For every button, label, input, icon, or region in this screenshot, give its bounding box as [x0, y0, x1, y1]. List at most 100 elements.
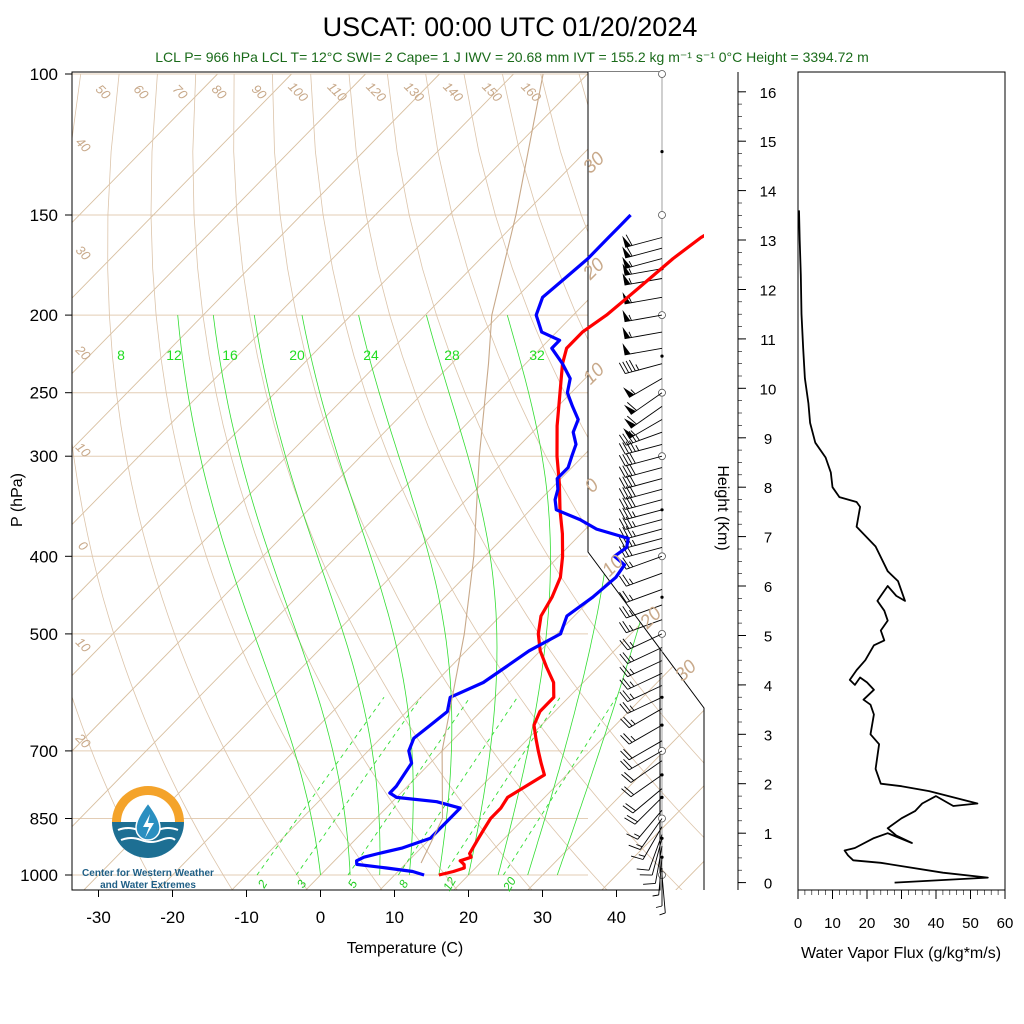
wind-barb: [619, 696, 663, 714]
moist-adiabat-label: 20: [289, 347, 305, 363]
wind-barb: [622, 234, 663, 248]
skewt-xtick-label: -20: [160, 908, 185, 927]
isotherm-line: [83, 256, 704, 890]
skewt-ytick-label: 250: [30, 384, 58, 403]
flux-ytick-label: 0: [764, 876, 772, 893]
flux-ytick-label: 2: [764, 777, 772, 794]
isotherm-line: [72, 73, 514, 526]
isotherm-line: [72, 73, 662, 677]
wind-barb: [624, 797, 663, 825]
wind-barb: [626, 809, 663, 840]
skewt-xtick-label: 30: [533, 908, 552, 927]
moist-adiabat-label: 28: [444, 347, 460, 363]
wind-barb: [636, 834, 663, 871]
skewt-xtick-label: 10: [385, 908, 404, 927]
wind-barb: [652, 857, 663, 897]
flux-ytick-label: 4: [764, 678, 772, 695]
flux-ytick-label: 10: [760, 381, 777, 398]
wind-barb-column: [618, 70, 666, 916]
moist-adiabat-line: [301, 315, 414, 876]
skewt-frame: [71, 71, 705, 891]
flux-xtick-label: 30: [893, 915, 910, 932]
skewt-xtick-label: 40: [607, 908, 626, 927]
wind-barb: [619, 619, 663, 634]
wind-barb: [618, 506, 663, 521]
wind-barb: [622, 256, 663, 269]
skewt-xlabel: Temperature (C): [347, 940, 463, 957]
moist-adiabat-line: [497, 314, 551, 876]
skewt-xtick-label: -30: [86, 908, 111, 927]
wind-barb: [621, 774, 663, 798]
flux-series: [798, 210, 989, 884]
wind-barb: [622, 343, 663, 356]
flux-ytick-label: 3: [764, 727, 772, 744]
moist-adiabat-line: [253, 315, 381, 876]
isotherm-line: [72, 73, 218, 224]
flux-ytick-label: 7: [764, 530, 772, 547]
mixing-ratio-label: 20: [500, 874, 519, 894]
wind-barb: [619, 672, 663, 690]
barb-dot: [660, 150, 664, 154]
skewt-ytick-label: 700: [30, 742, 58, 761]
wind-barb: [619, 660, 663, 678]
cw3e-logo: Center for Western Weather and Water Ext…: [82, 786, 214, 891]
temperature-profile-line: [438, 233, 704, 877]
isotherm-line: [305, 483, 704, 890]
skewt-ytick-label: 850: [30, 810, 58, 829]
moist-adiabat-label: 24: [363, 347, 379, 363]
dry-adiabat-line: [150, 73, 383, 890]
dry-adiabat-line: [72, 73, 233, 890]
flux-xtick-label: 20: [859, 915, 876, 932]
wind-barb: [620, 740, 663, 761]
mixing-ratio-line: [503, 697, 617, 876]
wind-barb: [622, 263, 663, 276]
mixing-ratio-line: [443, 697, 561, 876]
flux-xtick-label: 40: [928, 915, 945, 932]
flux-ytick-label: 16: [760, 85, 777, 102]
flux-ytick-label: 15: [760, 134, 777, 151]
skewt-series: [355, 73, 704, 877]
wind-barb: [618, 495, 663, 510]
wind-barb: [622, 309, 663, 323]
logo-line1: Center for Western Weather: [82, 868, 214, 879]
flux-ytick-label: 5: [764, 629, 772, 646]
wind-barb: [622, 273, 663, 286]
wind-barb: [618, 474, 663, 489]
wind-barb: [630, 826, 663, 860]
flux-ytick-label: 8: [764, 480, 772, 497]
skewt-xtick-label: 0: [316, 908, 325, 927]
wind-barb: [619, 604, 663, 619]
skewt-ylabel: P (hPa): [9, 473, 26, 527]
dry-adiabat-line: [107, 73, 308, 890]
flux-xtick-label: 10: [824, 915, 841, 932]
wind-barb: [619, 647, 663, 665]
flux-ytick-label: 13: [760, 233, 777, 250]
wind-barb: [619, 431, 663, 446]
cw3e-logo-mark: [112, 786, 184, 858]
wind-barb: [620, 724, 663, 745]
wind-barb: [639, 838, 663, 876]
wind-barb: [623, 378, 663, 398]
dry-adiabat-line: [272, 73, 608, 890]
flux-ytick-label: 9: [764, 431, 772, 448]
parcel-path-line: [420, 73, 544, 864]
sounding-info-line: LCL P= 966 hPa LCL T= 12°C SWI= 2 Cape= …: [155, 49, 869, 65]
wind-barb: [618, 516, 663, 530]
wind-barb: [655, 868, 663, 908]
wind-barb: [622, 245, 663, 259]
wind-barb: [618, 359, 663, 375]
dewpoint-profile-line: [355, 213, 632, 877]
moist-adiabat-label: 12: [166, 347, 182, 363]
isotherm-line: [72, 73, 588, 601]
wind-barb: [619, 685, 663, 703]
moist-adiabat-label: 16: [222, 347, 238, 363]
skewt-ytick-label: 300: [30, 447, 58, 466]
skewt-ytick-label: 400: [30, 547, 58, 566]
wind-barb: [619, 633, 663, 651]
wind-barb: [624, 406, 663, 429]
barb-dot: [660, 354, 664, 358]
isotherm-line: [72, 73, 440, 450]
wind-barb: [619, 588, 663, 603]
flux-ytick-label: 11: [760, 332, 776, 349]
